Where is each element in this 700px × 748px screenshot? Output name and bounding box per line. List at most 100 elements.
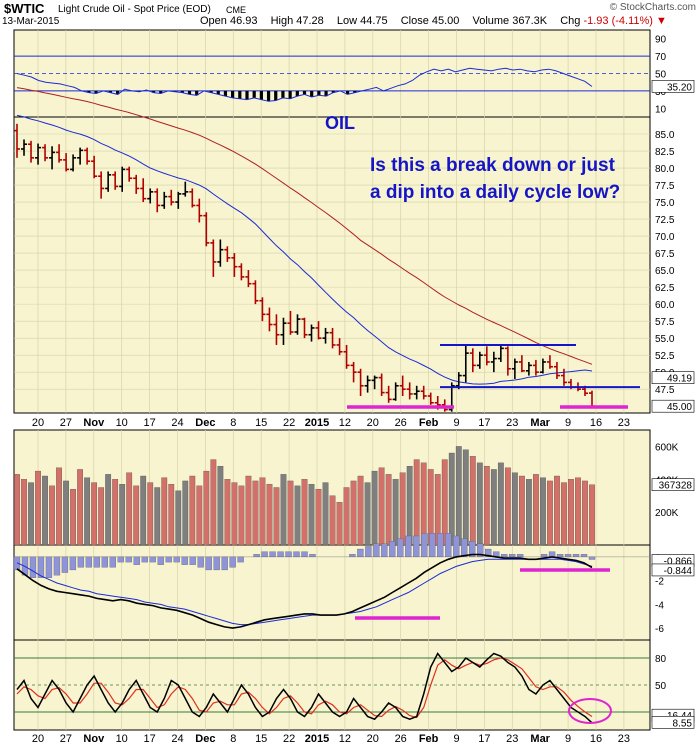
macd-histogram-bar [141,556,148,563]
x-tick-label-bottom: Nov [83,733,105,745]
high-label: High [270,15,294,27]
volume-bar [49,485,55,546]
macd-histogram-bar [381,543,388,558]
x-tick-label-top: 17 [478,417,490,429]
x-tick-label-bottom: 17 [143,733,155,745]
rsi-last-value-box [651,80,695,93]
x-tick-label-top: 22 [283,417,295,429]
macd-histogram-bar [453,535,460,558]
volume-bar [224,479,231,546]
volume-bar [308,484,315,546]
question-annotation-line2: a dip into a daily cycle low? [370,182,621,203]
volume-bar [504,467,511,546]
volume-bar [28,482,34,546]
price-tick-label: 85.0 [655,130,675,141]
close-label: Close [400,15,429,27]
macd-histogram-bar [133,556,140,565]
macd-histogram-bar [237,556,244,563]
x-tick-label-bottom: 2015 [305,733,329,745]
volume-bar [245,475,252,546]
price-tick-label: 80.0 [655,164,675,175]
volume-bar [259,477,266,546]
volume-value: 367.3K [512,15,548,27]
volume-bar [273,487,280,546]
macd-histogram-bar [173,556,180,563]
macd-histogram-bar [293,551,300,558]
price-tick-label: 70.0 [655,232,675,243]
volume-bar [105,474,112,546]
ohlc-summary: Open 46.93 High 47.28 Low 44.75 Close 45… [200,15,667,27]
chg-label: Chg [560,15,581,27]
x-tick-label-top: Nov [83,417,105,429]
macd-histogram-bar [125,556,132,563]
volume-bar [336,502,343,546]
x-tick-label-top: 2015 [305,417,329,429]
macd-histogram-bar [205,556,212,571]
volume-bar [547,480,553,546]
macd-histogram-bar [516,554,524,558]
volume-bar [378,467,385,546]
volume-bar [511,472,518,546]
volume-bar [70,488,76,546]
x-tick-label-top: 15 [255,417,267,429]
volume-bar [589,484,595,546]
price-tick-label: 77.5 [655,181,675,192]
macd-signal-line [16,558,593,626]
stochastic-k-line [16,652,593,724]
rsi-tick-label: 70 [655,52,667,63]
x-tick-label-top: 12 [339,417,351,429]
volume-bar [287,480,294,546]
macd-signal-last-value-box [651,563,695,577]
volume-bar [56,467,62,546]
x-tick-label-top: 23 [618,417,630,429]
price-tick-label: 75.0 [655,198,675,209]
x-tick-label-bottom: 10 [116,733,128,745]
volume-bar [98,487,105,546]
question-annotation-line1: Is this a break down or just [370,155,615,176]
high-value: 47.28 [296,15,324,27]
macd-histogram-bar [548,551,556,558]
x-tick-label-top: 9 [565,417,571,429]
volume-bar [575,477,581,546]
x-tick-label-bottom: 20 [367,733,379,745]
x-tick-label-top: Dec [195,417,215,429]
macd-histogram-bar [149,556,156,563]
down-arrow-icon: ▼ [656,15,667,27]
price-close-value-box [651,399,695,413]
macd-histogram-bar [365,546,372,558]
x-tick-label-bottom: 12 [339,733,351,745]
volume-bar [210,459,217,546]
volume-bar [364,482,371,546]
price-ma-short-value-box [651,371,695,384]
x-tick-label-bottom: 15 [255,733,267,745]
volume-bar [554,475,560,546]
volume-bar [350,480,357,546]
volume-bar [126,472,133,546]
exchange-label: CME [226,5,246,15]
x-tick-label-bottom: 16 [590,733,602,745]
macd-histogram-bar [213,556,220,571]
rsi-tick-label: 10 [655,104,667,115]
x-tick-label-bottom: 9 [453,733,459,745]
price-tick-label: 82.5 [655,147,675,158]
x-tick-label-bottom: 24 [171,733,183,745]
x-tick-label-bottom: 17 [478,733,490,745]
macd-histogram-bar [85,556,93,568]
ticker-symbol: $WTIC [4,1,45,16]
volume-bar [280,474,287,546]
volume-bar [497,462,504,546]
price-tick-label: 67.5 [655,249,675,260]
macd-tick-label: -2 [655,577,664,588]
macd-histogram-bar [157,556,164,565]
x-tick-label-top: Mar [530,417,550,429]
macd-histogram-bar [397,538,404,558]
x-tick-label-top: 23 [506,417,518,429]
macd-histogram-bar [53,556,61,576]
macd-histogram-bar [373,543,380,558]
price-tick-label: 62.5 [655,283,675,294]
stochastic-d-last-value-box [651,716,695,729]
volume-bar [357,475,364,546]
volume-bar [203,470,210,546]
chg-value: -1.93 (-4.11%) [583,15,653,27]
macd-histogram-bar [269,551,276,558]
